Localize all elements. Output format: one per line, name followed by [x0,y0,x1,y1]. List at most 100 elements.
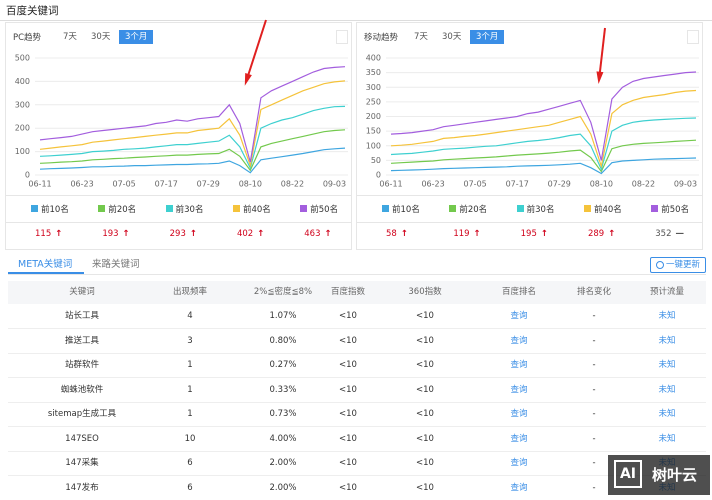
table-cell[interactable]: 查询 [510,335,528,346]
table-cell: 6 [187,482,193,493]
table-cell: <10 [416,433,434,444]
total-value: 289 [587,229,605,239]
x-tick-label: 08-22 [281,180,304,189]
series-line [390,117,697,171]
range-button[interactable]: 3个月 [470,30,505,44]
series-line [390,89,697,169]
total-value: 195 [520,229,537,239]
next-button[interactable] [687,30,699,44]
y-tick-label: 200 [366,112,381,121]
row-rule [8,328,706,329]
range-button[interactable]: 30天 [442,32,462,42]
table-cell[interactable]: 未知 [658,409,676,419]
range-button[interactable]: 30天 [91,32,111,42]
total-trend: ↑ [540,229,548,239]
table-cell: 0.80% [269,335,297,346]
total-trend: ↑ [55,229,63,239]
row-rule [8,450,706,452]
total-trend: ↑ [473,229,481,239]
legend-swatch [651,205,659,212]
legend-label: 前30名 [526,205,555,215]
table-cell[interactable]: 查询 [510,409,528,419]
table-cell[interactable]: 未知 [658,384,676,395]
table-cell: <10 [416,409,434,419]
table-cell: 4 [187,311,193,321]
legend-swatch [300,205,308,212]
range-button[interactable]: 7天 [414,32,428,42]
table-cell[interactable]: 查询 [510,458,528,468]
legend-swatch [516,205,524,212]
legend-label: 前40名 [593,205,622,215]
column-header: 百度排名 [501,287,536,297]
x-tick-label: 06-11 [379,180,402,189]
series-line [39,66,346,163]
y-tick-label: 0 [376,171,381,180]
column-header: 预计流量 [649,287,684,297]
total-item: 193 ↑ [102,229,129,239]
totals-rule [5,222,352,223]
table-cell: 0.73% [269,409,297,419]
column-header: 360指数 [408,287,442,297]
table-cell: <10 [416,384,434,395]
total-trend: ↑ [324,229,332,239]
table-cell: - [592,482,596,493]
table-cell[interactable]: 查询 [510,433,528,444]
x-tick-label: 09-03 [674,180,697,189]
x-tick-label: 08-10 [590,180,613,189]
table-cell[interactable]: 查询 [510,482,528,493]
watermark-logo: AI [614,460,642,488]
table-cell: <10 [339,409,357,419]
table-cell: 4.00% [269,433,297,444]
y-tick-label: 250 [366,97,381,106]
legend-rule [356,195,703,196]
table-cell: 1.07% [269,311,297,321]
total-trend: ↑ [257,229,265,239]
x-tick-label: 09-03 [323,180,346,189]
table-cell[interactable]: 查询 [510,311,528,321]
x-tick-label: 08-22 [632,180,655,189]
total-value: 193 [102,229,119,239]
column-header: 出现频率 [172,287,207,297]
next-button[interactable] [336,30,348,44]
legend-swatch [382,205,389,212]
total-value: 293 [169,229,186,239]
line-chart: 0 100 200 300 400 500 06-11 06-23 07-05 07-17 07-2… [15,54,348,189]
legend-rule [5,195,352,196]
table-cell: - [592,311,596,321]
tab[interactable]: 来路关键词 [92,259,140,270]
legend-label: 前10名 [392,205,420,215]
tab[interactable]: META关键词 [18,259,73,270]
table-cell: - [592,360,596,370]
range-button[interactable]: 3个月 [119,30,154,44]
table-cell[interactable]: 未知 [658,311,676,321]
legend-label: 前10名 [41,205,69,215]
x-tick-label: 08-10 [239,180,262,189]
table-cell[interactable]: 未知 [658,360,676,370]
table-cell[interactable]: 查询 [510,384,528,395]
total-value: 402 [236,229,254,239]
legend-label: 前50名 [310,205,339,215]
table-cell[interactable]: 查询 [510,360,528,370]
range-button[interactable]: 7天 [63,32,77,42]
table-cell: - [592,433,596,444]
series-line [390,139,697,173]
chart-label: 移动趋势 [364,33,399,43]
table-cell: <10 [416,335,434,346]
total-item: 463 ↑ [304,229,331,239]
total-trend: ↑ [400,229,408,239]
table-cell: 2.00% [269,482,297,493]
total-item: 58 ↑ [386,229,408,239]
total-item: 352— [655,229,684,239]
y-tick-label: 100 [15,147,30,156]
y-tick-label: 150 [366,127,381,136]
tab-rule [8,274,706,275]
column-header: 百度指数 [330,287,365,297]
refresh-button[interactable]: 一键更新 [650,257,706,273]
page-title: 百度关键词 [6,5,59,17]
table-cell: 147采集 [65,458,99,468]
y-tick-label: 100 [366,141,381,150]
table-cell: 站群软件 [64,360,99,370]
table-cell[interactable]: 未知 [658,335,676,346]
table-cell[interactable]: 未知 [658,433,676,444]
